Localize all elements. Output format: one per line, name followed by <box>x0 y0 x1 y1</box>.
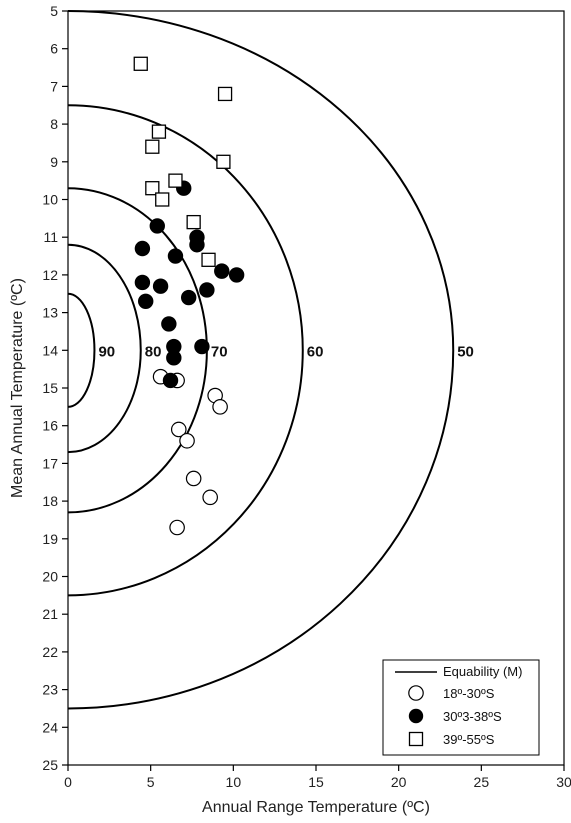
legend: Equability (M) 18º-30ºS 30º3-38ºS 39º-55ºS <box>382 659 540 756</box>
data-point-open-circle-5 <box>179 432 195 449</box>
data-point-filled-circle-13 <box>161 316 177 332</box>
y-tick-label: 24 <box>42 719 58 735</box>
y-tick-label: 7 <box>50 78 58 94</box>
data-point-open-square-7 <box>155 192 170 207</box>
x-tick-label: 5 <box>147 774 155 790</box>
y-tick-label: 18 <box>42 493 58 509</box>
data-point-open-square-3 <box>145 139 160 154</box>
y-tick-label: 15 <box>42 380 58 396</box>
equability-curve-60 <box>67 104 304 597</box>
y-tick-label: 6 <box>50 41 58 57</box>
equability-curve-label-60: 60 <box>307 343 324 360</box>
data-point-filled-circle-15 <box>194 338 210 355</box>
x-tick-label: 0 <box>64 774 72 790</box>
data-point-filled-circle-4 <box>134 240 151 257</box>
equability-curve-80 <box>67 243 142 454</box>
equability-curve-90 <box>67 292 96 408</box>
x-axis-title: Annual Range Temperature (ºC) <box>202 799 430 816</box>
y-axis-title: Mean Annual Temperature (ºC) <box>9 278 26 498</box>
y-tick-label: 5 <box>50 3 58 19</box>
equability-curve-label-90: 90 <box>98 343 115 360</box>
x-tick-label: 25 <box>474 774 490 790</box>
data-point-open-square-0 <box>133 56 148 71</box>
legend-label-series: 18º-30ºS <box>443 686 495 701</box>
data-point-filled-circle-16 <box>166 350 182 366</box>
equability-curve-label-70: 70 <box>211 343 228 360</box>
axis-ticks: 0 5 10 15 20 25 30 5 6 7 8 9 10 11 12 13 14 15 16 17 18 19 20 2… <box>42 3 571 790</box>
data-point-filled-circle-3 <box>189 237 205 253</box>
data-point-open-circle-7 <box>202 489 218 506</box>
y-tick-label: 23 <box>42 682 58 698</box>
y-tick-label: 21 <box>42 606 58 622</box>
data-point-open-circle-8 <box>169 519 185 536</box>
y-tick-label: 20 <box>42 569 58 585</box>
data-point-open-square-9 <box>201 252 216 267</box>
legend-label-series: 39º-55ºS <box>443 732 495 747</box>
y-tick-label: 16 <box>42 418 58 434</box>
data-point-open-circle-6 <box>185 470 202 487</box>
data-point-open-square-2 <box>151 124 167 139</box>
equability-curves: 90 80 70 60 50 <box>67 10 474 710</box>
data-point-open-circle-4 <box>170 421 187 438</box>
equability-curve-50 <box>67 10 455 710</box>
y-tick-label: 12 <box>42 267 58 283</box>
data-point-filled-circle-11 <box>180 289 197 306</box>
data-point-open-square-4 <box>216 154 231 169</box>
equability-curve-label-80: 80 <box>145 343 162 360</box>
x-tick-label: 20 <box>391 774 407 790</box>
data-point-filled-circle-5 <box>167 248 184 264</box>
legend-label-series: 30º3-38ºS <box>443 709 502 724</box>
y-tick-label: 9 <box>50 154 58 170</box>
data-point-filled-circle-7 <box>228 267 245 283</box>
plot-area-frame <box>67 10 565 766</box>
legend-label-equability: Equability (M) <box>443 664 522 679</box>
data-point-filled-circle-17 <box>162 372 179 389</box>
data-point-filled-circle-6 <box>214 263 230 279</box>
data-point-open-square-6 <box>145 181 160 196</box>
data-point-open-square-5 <box>168 173 183 188</box>
x-tick-label: 10 <box>226 774 242 790</box>
data-point-filled-circle-9 <box>152 278 169 294</box>
legend-symbol-open-circle <box>408 685 424 701</box>
x-tick-label: 30 <box>556 774 571 790</box>
y-tick-label: 14 <box>42 342 58 358</box>
y-tick-label: 17 <box>42 455 58 471</box>
y-tick-label: 8 <box>50 116 58 132</box>
equability-curve-70 <box>67 187 208 514</box>
data-point-open-square-8 <box>186 214 201 230</box>
data-point-open-square-1 <box>217 86 233 102</box>
y-tick-label: 25 <box>42 757 58 773</box>
equability-curve-label-50: 50 <box>457 343 474 360</box>
legend-symbol-filled-circle <box>408 708 424 724</box>
y-tick-label: 11 <box>43 229 58 245</box>
data-point-filled-circle-12 <box>138 293 154 309</box>
data-point-open-circle-3 <box>212 399 228 415</box>
data-points <box>133 56 245 536</box>
x-tick-label: 15 <box>308 774 324 790</box>
y-tick-label: 22 <box>42 644 58 660</box>
legend-symbol-open-square <box>408 731 424 747</box>
y-tick-label: 10 <box>42 192 58 208</box>
y-tick-label: 19 <box>42 531 58 547</box>
y-tick-label: 13 <box>42 305 58 321</box>
data-point-filled-circle-1 <box>149 218 165 234</box>
data-point-filled-circle-8 <box>134 274 151 291</box>
data-point-filled-circle-10 <box>199 282 215 298</box>
